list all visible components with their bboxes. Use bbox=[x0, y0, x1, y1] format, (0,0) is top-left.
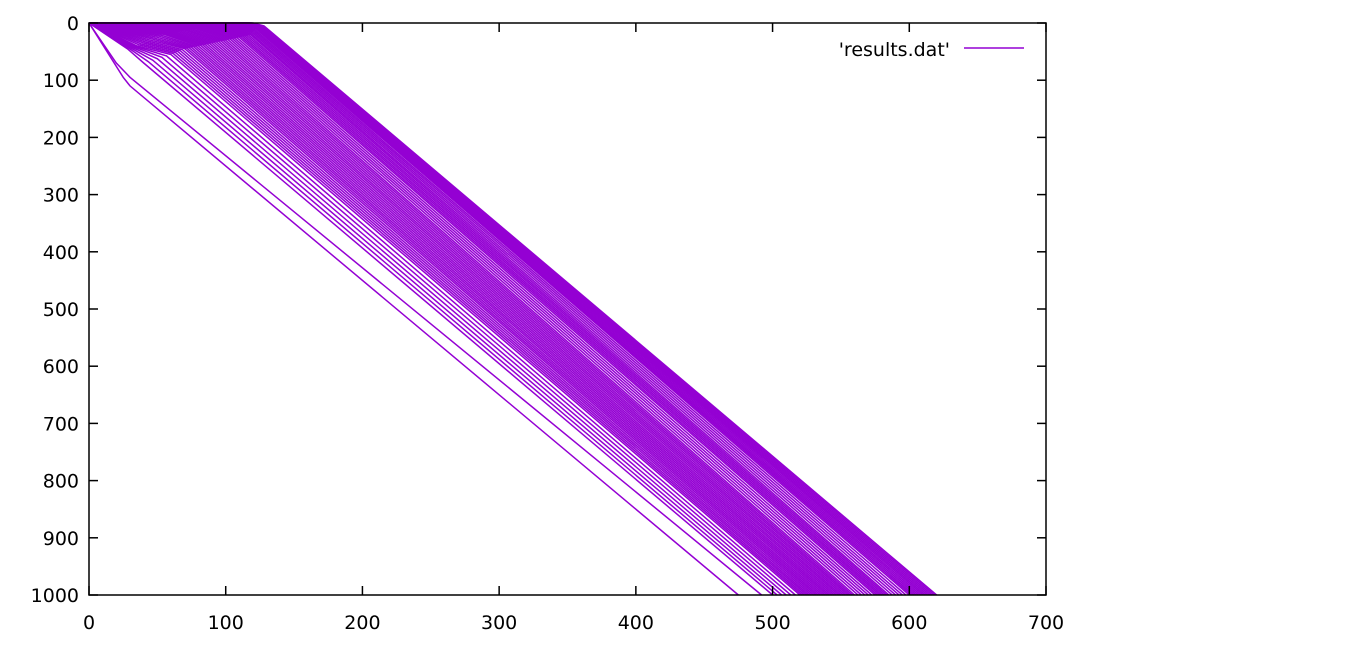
series-line bbox=[88, 22, 774, 596]
series-line bbox=[88, 22, 810, 596]
series-line bbox=[88, 22, 763, 596]
series-line bbox=[88, 22, 812, 596]
legend-label: 'results.dat' bbox=[839, 39, 950, 61]
x-tick-label: 200 bbox=[344, 612, 380, 634]
x-tick-label: 600 bbox=[891, 612, 927, 634]
x-tick-label: 400 bbox=[618, 612, 654, 634]
x-tick-label: 300 bbox=[481, 612, 517, 634]
x-tick-label: 500 bbox=[754, 612, 790, 634]
series-line bbox=[88, 22, 803, 596]
y-tick-label: 300 bbox=[43, 185, 79, 207]
y-tick-label: 0 bbox=[67, 13, 79, 35]
series-line bbox=[88, 22, 778, 596]
series-line bbox=[88, 22, 815, 596]
x-tick-label: 700 bbox=[1028, 612, 1064, 634]
series-line bbox=[88, 22, 878, 596]
legend: 'results.dat' bbox=[839, 39, 1024, 61]
series-line bbox=[88, 22, 826, 596]
y-tick-label: 900 bbox=[43, 528, 79, 550]
series-line bbox=[88, 22, 739, 596]
y-tick-label: 100 bbox=[43, 70, 79, 92]
axis-ticks: 0 100 200 300 400 500 600 700 0 100 200 300 400 500 60… bbox=[31, 13, 1064, 634]
y-tick-label: 200 bbox=[43, 127, 79, 149]
series-line bbox=[88, 22, 796, 596]
y-tick-label: 1000 bbox=[31, 585, 79, 607]
y-tick-label: 600 bbox=[43, 356, 79, 378]
x-tick-label: 100 bbox=[208, 612, 244, 634]
y-tick-label: 700 bbox=[43, 413, 79, 435]
x-tick-label: 0 bbox=[83, 612, 95, 634]
y-tick-label: 500 bbox=[43, 299, 79, 321]
plot-data bbox=[88, 22, 938, 596]
series-line bbox=[88, 22, 805, 596]
series-line bbox=[88, 22, 808, 596]
y-tick-label: 800 bbox=[43, 471, 79, 493]
y-tick-label: 400 bbox=[43, 242, 79, 264]
